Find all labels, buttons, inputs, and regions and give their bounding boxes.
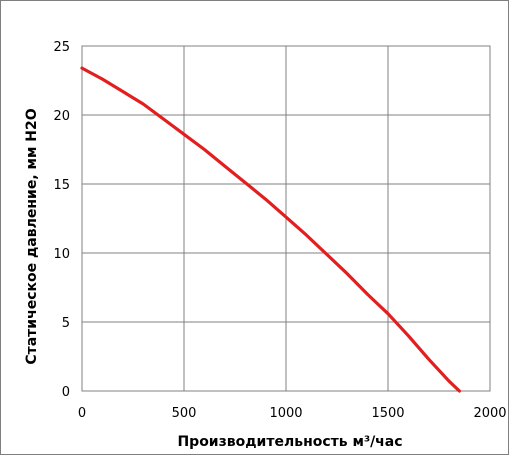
y-axis-ticks: 0 5 10 15 20 25 (53, 40, 70, 400)
y-tick-label: 25 (53, 40, 70, 55)
x-tick-label: 2000 (473, 406, 506, 421)
plot-area (81, 45, 491, 392)
x-tick-label: 1500 (371, 406, 404, 421)
y-axis-title: Статическое давление, мм H2O (24, 108, 40, 364)
series-layer (80, 66, 461, 393)
x-axis-title: Производительность м³/час (177, 434, 402, 450)
x-tick-label: 0 (78, 406, 86, 421)
x-tick-label: 1000 (269, 406, 302, 421)
series-line (80, 66, 461, 393)
x-axis-ticks: 0 500 1000 1500 2000 (78, 406, 507, 421)
y-tick-label: 10 (53, 247, 70, 262)
y-tick-label: 5 (62, 316, 70, 331)
y-tick-label: 0 (62, 385, 70, 400)
x-tick-label: 500 (172, 406, 197, 421)
y-tick-label: 15 (53, 178, 70, 193)
y-tick-label: 20 (53, 109, 70, 124)
